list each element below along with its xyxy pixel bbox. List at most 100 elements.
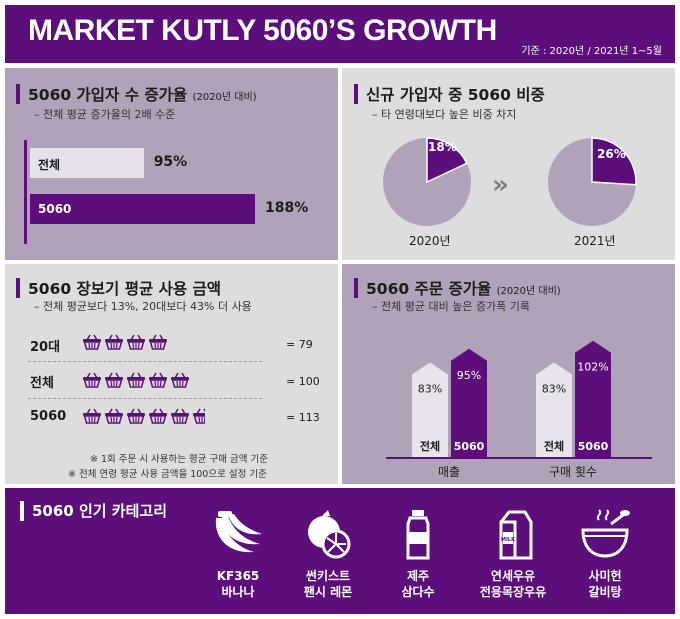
basket-icon xyxy=(171,372,189,388)
panel-order-growth xyxy=(342,264,675,484)
panel-subtitle: – 전체 평균 증가율의 2배 수준 xyxy=(34,108,176,121)
panel-title-text: 5060 가입자 수 증가율 xyxy=(28,86,188,104)
bar-label: 전체 xyxy=(38,158,61,172)
category-line2: 삼다수 xyxy=(401,585,435,599)
row-divider xyxy=(28,361,262,362)
category-item: 썬키스트 팬시 레몬 xyxy=(283,508,373,600)
panel-subtitle: – 전체 평균보다 13%, 20대보다 43% 더 사용 xyxy=(34,300,252,313)
panel-title: 5060 가입자 수 증가율 (2020년 대비) xyxy=(28,83,257,105)
order-growth-category-label: 매출 xyxy=(438,465,460,479)
panel-subtitle: – 타 연령대보다 높은 비중 차지 xyxy=(372,108,517,121)
category-item: KF365 바나나 xyxy=(193,508,283,600)
axis-line xyxy=(24,140,27,244)
footnote: ※ 전체 연령 평균 사용 금액을 100으로 설정 기준 xyxy=(68,469,267,480)
basket-icon xyxy=(193,408,205,424)
bar-value-label: 188% xyxy=(265,200,309,216)
basket-icon xyxy=(105,334,123,350)
row-label: 전체 xyxy=(30,376,54,391)
order-growth-bar xyxy=(412,362,448,458)
order-growth-bar-label: 5060 xyxy=(454,440,485,453)
categories-title: 5060 인기 카테고리 xyxy=(32,502,167,520)
order-growth-bar xyxy=(451,348,487,458)
order-growth-value-label: 83% xyxy=(542,383,566,396)
pie-5060-slice xyxy=(591,137,637,186)
panel-title: 5060 장보기 평균 사용 금액 xyxy=(28,280,222,298)
category-line1: 썬키스트 xyxy=(305,569,351,583)
category-item: 제주 삼다수 xyxy=(373,508,463,600)
order-growth-bar-label: 전체 xyxy=(544,439,564,453)
basket-icon xyxy=(127,334,145,350)
pie-year-label: 2020년 xyxy=(409,234,451,248)
basket-icon xyxy=(127,408,145,424)
basket-icon xyxy=(83,408,101,424)
order-growth-chart: 83% 전체 95% 5060 매출 83% 전체 102% 5060 구매 횟수 xyxy=(386,340,652,479)
bar-overall: 전체 xyxy=(30,148,144,178)
order-growth-value-label: 95% xyxy=(457,369,481,382)
category-line2: 팬시 레몬 xyxy=(303,585,353,599)
soup-bowl-icon xyxy=(581,509,630,558)
pie-value-label: 26% xyxy=(597,147,626,161)
basket-icon xyxy=(105,372,123,388)
basket-icon xyxy=(149,408,167,424)
basket-icon xyxy=(149,334,167,350)
arrow-icon: » xyxy=(492,170,509,200)
order-growth-bar-label: 전체 xyxy=(420,439,440,453)
category-line2: 바나나 xyxy=(221,585,255,599)
period-note: 기준 : 2020년 / 2021년 1~5월 xyxy=(521,46,662,57)
banana-icon xyxy=(215,511,262,553)
pie-5060-slice xyxy=(426,137,468,184)
order-growth-category-label: 구매 횟수 xyxy=(549,465,597,479)
basket-icon xyxy=(83,372,101,388)
row-value: = 100 xyxy=(286,375,320,388)
basket-icon xyxy=(171,408,189,424)
row-value: = 113 xyxy=(286,411,320,424)
row-label: 20대 xyxy=(30,340,61,355)
row-divider xyxy=(28,398,262,399)
panel-accent xyxy=(16,84,20,104)
category-line1: 사미헌 xyxy=(588,569,622,583)
order-growth-value-label: 102% xyxy=(577,361,608,374)
categories-accent xyxy=(20,501,24,521)
row-label: 5060 xyxy=(30,409,67,424)
category-item: MILK 연세우유 전용목장우유 xyxy=(468,508,558,600)
category-line1: 제주 xyxy=(406,569,430,583)
lemon-icon xyxy=(308,510,351,559)
pie-chart-2021 xyxy=(548,137,637,226)
milk-carton-icon: MILK xyxy=(499,510,533,560)
panel-average-spend xyxy=(5,264,338,484)
category-item: 사미헌 갈비탕 xyxy=(560,508,650,600)
pie-value-label: 18% xyxy=(428,140,457,154)
order-growth-bar-label: 5060 xyxy=(578,440,609,453)
pie-year-label: 2021년 xyxy=(574,234,616,248)
category-line1: KF365 xyxy=(216,569,260,583)
header-banner xyxy=(5,5,675,63)
bar-value-label: 95% xyxy=(153,154,188,170)
order-growth-value-label: 83% xyxy=(418,383,442,396)
panel-title: 5060 주문 증가율 (2020년 대비) xyxy=(366,277,561,299)
panel-accent xyxy=(16,278,20,298)
panel-title-note: (2020년 대비) xyxy=(192,92,257,103)
panel-accent xyxy=(354,278,358,298)
footnote: ※ 1회 주문 시 사용하는 평균 구매 금액 기준 xyxy=(90,454,269,465)
basket-icon xyxy=(105,408,123,424)
water-bottle-icon xyxy=(406,510,430,560)
page-title: MARKET KUTLY 5060’S GROWTH xyxy=(28,14,497,47)
basket-icon xyxy=(83,334,101,350)
panel-subtitle: – 전체 평균 대비 높은 증가폭 기록 xyxy=(372,300,531,313)
pie-chart-2020 xyxy=(383,137,471,226)
panel-title-text: 5060 주문 증가율 xyxy=(366,280,492,298)
svg-text:MILK: MILK xyxy=(501,537,516,543)
category-line2: 전용목장우유 xyxy=(479,585,547,599)
category-line1: 연세우유 xyxy=(490,569,536,583)
basket-row xyxy=(82,408,214,426)
order-growth-bar xyxy=(575,340,611,458)
basket-icon xyxy=(149,372,167,388)
panel-title-note: (2020년 대비) xyxy=(496,286,561,297)
category-line2: 갈비탕 xyxy=(588,585,622,599)
basket-icon xyxy=(127,372,145,388)
bar-5060: 5060 xyxy=(30,194,255,224)
basket-row xyxy=(82,372,192,390)
row-value: = 79 xyxy=(286,338,313,351)
order-growth-bar xyxy=(536,362,572,458)
panel-title: 신규 가입자 중 5060 비중 xyxy=(366,86,545,104)
